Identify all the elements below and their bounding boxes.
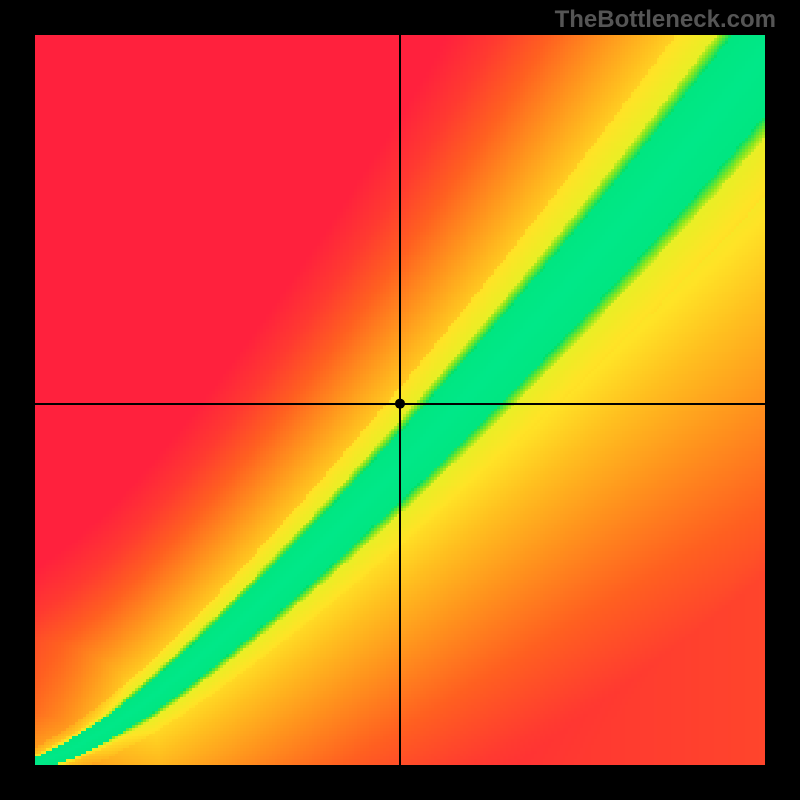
root: TheBottleneck.com bbox=[0, 0, 800, 800]
watermark-text: TheBottleneck.com bbox=[555, 6, 776, 34]
bottleneck-heatmap bbox=[0, 0, 800, 800]
